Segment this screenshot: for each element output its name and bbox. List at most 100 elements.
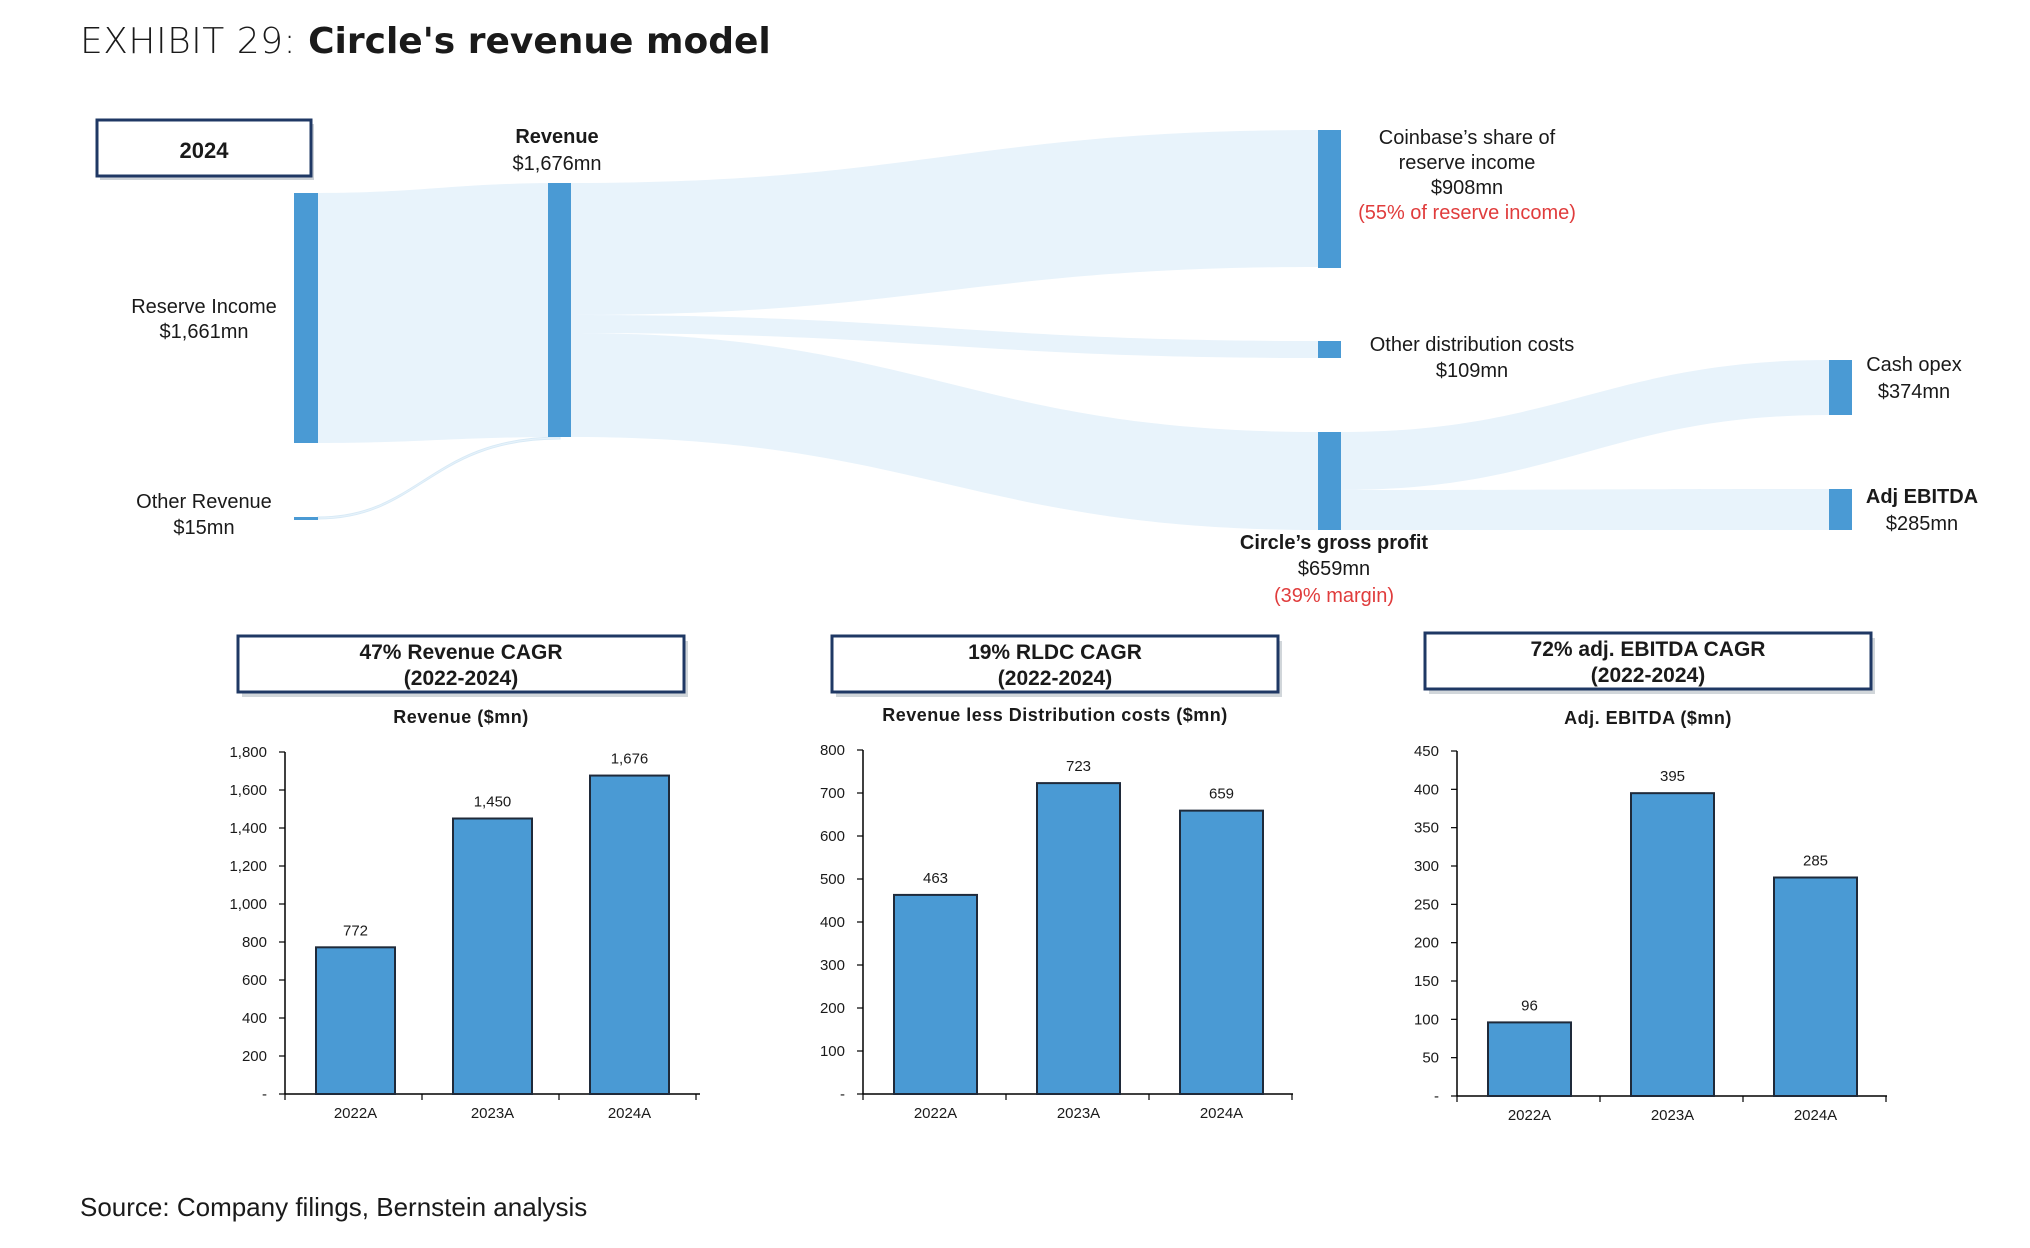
bar (1630, 792, 1715, 1098)
y-tick-label: 600 (242, 972, 267, 989)
label-revenue-name: Revenue (515, 126, 598, 148)
node-revenue (548, 183, 571, 437)
source-note: Source: Company filings, Bernstein analy… (80, 1192, 588, 1222)
label-revenue-value: $1,676mn (513, 153, 602, 175)
y-tick-label: 500 (820, 871, 845, 888)
y-tick-label: 1,800 (229, 744, 267, 761)
bar (452, 817, 533, 1095)
x-tick-label: 2023A (1651, 1107, 1694, 1124)
x-tick-label: 2023A (1057, 1105, 1100, 1122)
sankey-nodes (294, 130, 1852, 530)
y-tick-label: 1,400 (229, 820, 267, 837)
sankey-labels: Reserve Income $1,661mn Other Revenue $1… (131, 126, 1978, 607)
x-tick-label: 2024A (1200, 1105, 1243, 1122)
x-tick-label: 2024A (608, 1105, 651, 1122)
y-tick-label: 200 (1414, 935, 1439, 952)
flow-revenue-to-gross-profit (571, 333, 1318, 530)
chart-title: Revenue ($mn) (393, 707, 529, 727)
y-tick-label: - (262, 1086, 267, 1103)
label-reserve-income-name: Reserve Income (131, 296, 277, 318)
cagr-box-line2: (2022-2024) (404, 667, 518, 690)
label-coinbase-name-1: Coinbase’s share of (1379, 127, 1556, 149)
flow-gross-profit-to-cash-opex (1341, 360, 1829, 490)
bar-value-label: 1,676 (611, 751, 649, 768)
label-reserve-income-value: $1,661mn (160, 321, 249, 343)
cagr-box (830, 634, 1280, 694)
x-tick-label: 2024A (1794, 1107, 1837, 1124)
bar-chart-3: 72% adj. EBITDA CAGR (2022-2024) Adj. EBIT… (1414, 631, 1887, 1124)
bar-value-label: 395 (1660, 768, 1685, 785)
exhibit-prefix: EXHIBIT 29: (80, 21, 309, 62)
cagr-box-line1: 72% adj. EBITDA CAGR (1531, 638, 1766, 661)
y-tick-label: 50 (1422, 1050, 1439, 1067)
label-cash-opex-name: Cash opex (1866, 354, 1962, 376)
bar-chart-1: 47% Revenue CAGR (2022-2024) Revenue ($mn)… (229, 634, 700, 1122)
cagr-box-line2: (2022-2024) (1591, 664, 1705, 687)
sankey-year-box: 2024 (95, 118, 314, 180)
chart-title: Revenue less Distribution costs ($mn) (882, 705, 1228, 725)
y-tick-label: 600 (820, 828, 845, 845)
label-coinbase-note: (55% of reserve income) (1358, 202, 1576, 224)
sankey-flows (317, 130, 1829, 530)
y-tick-label: 1,000 (229, 896, 267, 913)
node-reserve-income (294, 193, 318, 443)
cagr-box (236, 634, 686, 694)
y-tick-label: 100 (820, 1043, 845, 1060)
label-adj-ebitda-name: Adj EBITDA (1866, 486, 1978, 508)
label-adj-ebitda-value: $285mn (1886, 513, 1958, 535)
chart-title: Adj. EBITDA ($mn) (1564, 708, 1732, 728)
node-cash-opex (1829, 360, 1852, 415)
y-tick-label: 400 (242, 1010, 267, 1027)
node-other-revenue (294, 517, 318, 520)
bar (893, 893, 978, 1095)
bar-value-label: 285 (1803, 853, 1828, 870)
node-gross-profit (1318, 432, 1341, 530)
bar-value-label: 723 (1066, 758, 1091, 775)
label-coinbase-value: $908mn (1431, 177, 1503, 199)
x-tick-label: 2023A (471, 1105, 514, 1122)
y-tick-label: 300 (1414, 858, 1439, 875)
label-gross-profit-name: Circle’s gross profit (1240, 532, 1429, 554)
y-tick-label: 400 (1414, 781, 1439, 798)
y-tick-label: 1,200 (229, 858, 267, 875)
y-tick-label: 100 (1414, 1011, 1439, 1028)
y-tick-label: 800 (820, 742, 845, 759)
label-cash-opex-value: $374mn (1878, 381, 1950, 403)
x-tick-label: 2022A (914, 1105, 957, 1122)
x-tick-label: 2022A (334, 1105, 377, 1122)
y-tick-label: 350 (1414, 820, 1439, 837)
label-coinbase-name-2: reserve income (1399, 152, 1536, 174)
y-tick-label: 250 (1414, 896, 1439, 913)
cagr-box-line1: 19% RLDC CAGR (968, 641, 1142, 664)
flow-revenue-to-other-distribution (571, 315, 1318, 358)
y-tick-label: 300 (820, 957, 845, 974)
y-tick-label: 1,600 (229, 782, 267, 799)
label-other-revenue-value: $15mn (173, 517, 234, 539)
flow-other-revenue-to-revenue (317, 436, 561, 520)
y-tick-label: 200 (242, 1048, 267, 1065)
y-tick-label: - (840, 1086, 845, 1103)
y-tick-label: 700 (820, 785, 845, 802)
node-coinbase-share (1318, 130, 1341, 268)
node-adj-ebitda (1829, 489, 1852, 530)
y-tick-label: 200 (820, 1000, 845, 1017)
exhibit-title: EXHIBIT 29: Circle's revenue model (80, 20, 771, 62)
y-tick-label: 800 (242, 934, 267, 951)
y-tick-label: 400 (820, 914, 845, 931)
y-tick-label: 450 (1414, 743, 1439, 760)
flow-revenue-to-coinbase (571, 130, 1318, 315)
bar-value-label: 772 (343, 922, 368, 939)
label-other-distribution-name: Other distribution costs (1370, 334, 1575, 356)
bar (1036, 782, 1121, 1095)
sankey-year-label: 2024 (180, 138, 230, 163)
bar-value-label: 1,450 (474, 794, 512, 811)
bar (1179, 809, 1264, 1095)
flow-gross-profit-to-adj-ebitda (1341, 489, 1829, 530)
bar (589, 774, 670, 1095)
bar (315, 946, 396, 1095)
y-tick-label: - (1434, 1088, 1439, 1105)
bar-value-label: 659 (1209, 786, 1234, 803)
bar-charts: 47% Revenue CAGR (2022-2024) Revenue ($mn)… (229, 631, 1887, 1124)
x-tick-label: 2022A (1508, 1107, 1551, 1124)
cagr-box (1423, 631, 1873, 691)
